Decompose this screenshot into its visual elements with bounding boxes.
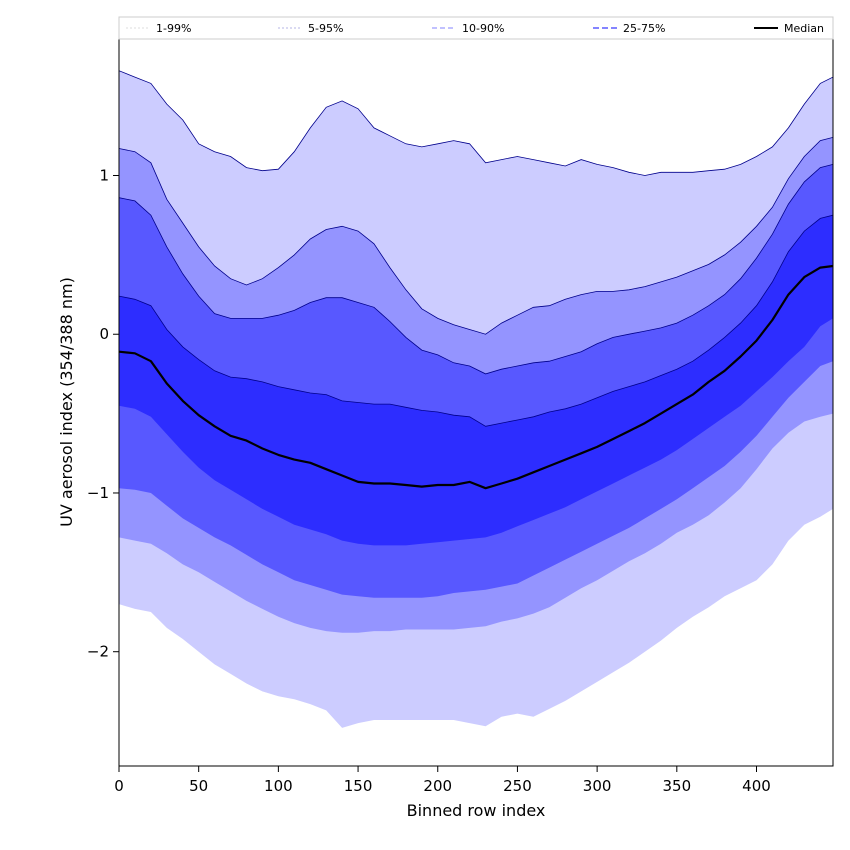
x-tick-label: 300 (583, 777, 612, 795)
percentile-bands (119, 70, 833, 728)
y-tick-label: 0 (99, 325, 109, 343)
band-edge-1-99 (119, 70, 833, 176)
legend-box (118, 16, 834, 40)
median-layer (119, 264, 833, 490)
band-25-75 (119, 215, 833, 546)
band-edge-10-90 (119, 164, 833, 375)
y-axis-label: UV aerosol index (354/388 nm) (57, 277, 76, 527)
legend-label-10-90: 10-90% (462, 22, 504, 35)
legend-label-1-99: 1-99% (156, 22, 191, 35)
x-tick-label: 100 (264, 777, 293, 795)
x-tick-label: 150 (344, 777, 373, 795)
x-tick-label: 0 (114, 777, 124, 795)
median-line (119, 264, 833, 490)
x-tick-label: 400 (742, 777, 771, 795)
y-tick-label: 1 (99, 167, 109, 185)
legend-label-25-75: 25-75% (623, 22, 665, 35)
band-edge-5-95 (119, 137, 833, 335)
band-edge-25-75 (119, 214, 833, 427)
legend-label-5-95: 5-95% (308, 22, 343, 35)
x-axis-label: Binned row index (407, 801, 546, 820)
y-ticks: −2 −1 0 1 (87, 167, 119, 661)
x-ticks: 0 50 100 150 200 250 300 350 400 (114, 766, 771, 795)
y-tick-label: −1 (87, 484, 109, 502)
legend-label-median: Median (784, 22, 824, 35)
x-tick-label: 250 (503, 777, 532, 795)
x-tick-label: 200 (423, 777, 452, 795)
legend: 1-99% 5-95% 10-90% 25-75% Median (118, 16, 834, 40)
y-tick-label: −2 (87, 643, 109, 661)
x-tick-label: 50 (189, 777, 208, 795)
x-tick-label: 350 (662, 777, 691, 795)
